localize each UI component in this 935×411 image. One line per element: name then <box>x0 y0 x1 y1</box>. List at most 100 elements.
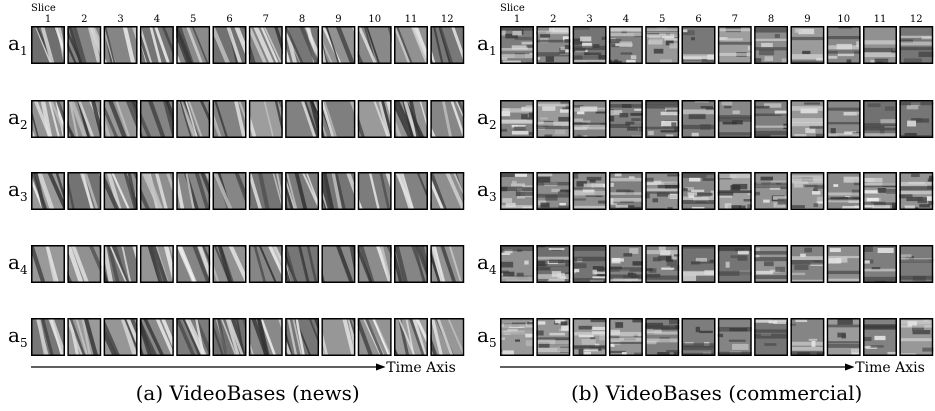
basis-tile <box>863 100 897 142</box>
basis-tile <box>750 26 793 64</box>
row-letter: a <box>8 31 20 55</box>
slice-number: 9 <box>804 14 810 25</box>
basis-tile <box>573 318 611 360</box>
basis-tile <box>496 318 542 356</box>
basis-tile <box>718 245 752 283</box>
slice-number: 4 <box>154 14 160 25</box>
basis-tile <box>790 100 828 138</box>
basis-tile <box>823 245 861 288</box>
basis-tile <box>827 172 866 211</box>
basis-tile <box>607 26 650 69</box>
basis-tile <box>534 245 573 284</box>
row-letter: a <box>477 105 489 129</box>
basis-tile <box>497 100 541 138</box>
basis-tile <box>826 26 866 65</box>
basis-tile <box>682 100 718 141</box>
row-index: 5 <box>489 336 497 350</box>
basis-tile <box>897 172 935 210</box>
slice-number: 5 <box>190 14 196 25</box>
slice-number: 5 <box>659 14 665 25</box>
slice-number: 12 <box>441 14 454 25</box>
slice-number: 2 <box>81 14 87 25</box>
basis-tile <box>420 170 480 212</box>
slice-number: 11 <box>874 14 887 25</box>
row-label: a4 <box>8 250 28 277</box>
basis-tile <box>824 318 866 356</box>
row-index: 4 <box>20 263 28 277</box>
basis-tile <box>209 316 252 358</box>
basis-tile <box>682 318 718 357</box>
basis-tile <box>678 172 721 211</box>
basis-tile <box>679 26 721 64</box>
slice-number: 9 <box>335 14 341 25</box>
slice-number: 1 <box>514 14 520 25</box>
slice-number: 8 <box>299 14 305 25</box>
row-letter: a <box>477 323 489 347</box>
slice-number: 3 <box>586 14 592 25</box>
basis-tile <box>899 245 935 284</box>
row-label: a5 <box>477 323 497 350</box>
row-letter: a <box>477 31 489 55</box>
slice-label: Slice <box>31 3 56 14</box>
basis-tile <box>899 100 933 140</box>
row-letter: a <box>8 323 20 347</box>
basis-tile <box>605 172 643 213</box>
panel: Slice123456789101112a1a2a3a4a5Time Axis(… <box>477 3 935 405</box>
row-index: 1 <box>20 44 28 58</box>
row-index: 1 <box>489 44 497 58</box>
basis-tile <box>609 245 645 283</box>
basis-tile <box>899 318 935 357</box>
row-letter: a <box>477 177 489 201</box>
basis-tile <box>569 172 614 212</box>
basis-tile <box>754 318 788 358</box>
basis-tile <box>645 245 686 286</box>
row-letter: a <box>477 250 489 274</box>
basis-tile <box>751 245 789 283</box>
slice-label: Slice <box>500 3 525 14</box>
basis-tile <box>643 172 687 213</box>
row-letter: a <box>8 105 20 129</box>
row-index: 3 <box>20 190 28 204</box>
row-index: 5 <box>20 336 28 350</box>
slice-number: 10 <box>837 14 850 25</box>
time-axis-label: Time Axis <box>386 360 456 376</box>
basis-tile <box>569 100 610 144</box>
row-index: 3 <box>489 190 497 204</box>
slice-number: 12 <box>910 14 923 25</box>
basis-tile <box>790 26 825 67</box>
basis-tile <box>898 26 935 66</box>
basis-tile <box>790 245 828 283</box>
row-label: a2 <box>477 105 497 132</box>
row-label: a2 <box>8 105 28 132</box>
basis-tile <box>790 318 828 358</box>
basis-tile <box>682 245 721 283</box>
slice-number: 6 <box>226 14 232 25</box>
basis-tile <box>860 318 901 356</box>
caption: (a) VideoBases (news) <box>136 381 360 405</box>
basis-tile <box>860 245 897 285</box>
row-label: a1 <box>8 31 28 58</box>
row-label: a4 <box>477 250 497 277</box>
row-index: 4 <box>489 263 497 277</box>
slice-number: 3 <box>117 14 123 25</box>
basis-tile <box>714 100 751 138</box>
slice-number: 4 <box>623 14 629 25</box>
row-label: a5 <box>8 323 28 350</box>
basis-tile <box>754 172 792 214</box>
caption: (b) VideoBases (commercial) <box>571 381 862 405</box>
basis-tile <box>790 172 829 211</box>
row-label: a3 <box>477 177 497 204</box>
time-axis-label: Time Axis <box>855 360 925 376</box>
slice-number: 7 <box>263 14 269 25</box>
basis-tile <box>570 245 613 284</box>
row-index: 2 <box>489 118 497 132</box>
basis-tile <box>496 26 538 68</box>
slice-number: 10 <box>368 14 381 25</box>
figure: Slice123456789101112a1a2a3a4a5Time Axis(… <box>0 0 935 411</box>
row-letter: a <box>8 250 20 274</box>
basis-tile <box>715 318 751 358</box>
slice-number: 11 <box>405 14 418 25</box>
row-label: a1 <box>477 31 497 58</box>
basis-tile <box>498 172 540 212</box>
